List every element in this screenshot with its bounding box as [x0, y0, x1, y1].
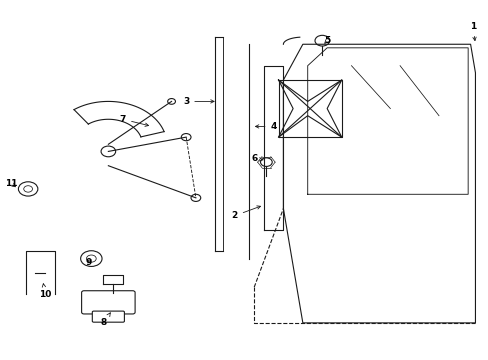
Text: 4: 4 — [255, 122, 276, 131]
Text: 6: 6 — [250, 154, 263, 163]
Text: 3: 3 — [183, 97, 214, 106]
Text: 10: 10 — [39, 284, 51, 299]
FancyBboxPatch shape — [92, 311, 124, 322]
Text: 2: 2 — [231, 206, 260, 220]
Text: 8: 8 — [100, 313, 110, 327]
Text: 5: 5 — [324, 36, 329, 45]
Text: 11: 11 — [5, 179, 18, 188]
FancyBboxPatch shape — [81, 291, 135, 314]
Text: 7: 7 — [120, 115, 148, 126]
Text: 9: 9 — [85, 258, 92, 267]
Text: 1: 1 — [469, 22, 475, 41]
